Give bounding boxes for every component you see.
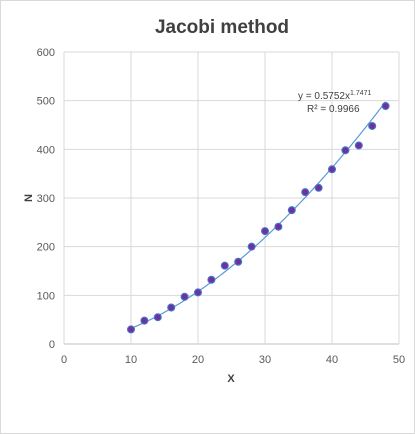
y-tick-label: 600: [37, 47, 55, 59]
data-point: [194, 288, 203, 297]
y-tick-label: 500: [37, 96, 55, 108]
data-point: [301, 188, 310, 197]
x-tick-label: 30: [259, 354, 271, 366]
tick-labels: 0 100 200 300 400 500 600 0 10 20 30 40 50: [37, 47, 405, 366]
equation-main: y = 0.5752x: [298, 91, 350, 102]
data-point: [368, 121, 377, 130]
data-point: [328, 165, 337, 174]
trendline-equation: y = 0.5752x1.7471: [298, 90, 372, 102]
data-point: [140, 316, 149, 325]
data-point: [126, 325, 135, 334]
y-tick-label: 400: [37, 144, 55, 156]
x-tick-label: 50: [393, 354, 405, 366]
data-point: [287, 206, 296, 215]
r-squared-label: R² = 0.9966: [307, 104, 360, 115]
x-tick-label: 40: [326, 354, 338, 366]
chart-title: Jacobi method: [155, 17, 289, 38]
gridlines: [63, 51, 400, 345]
data-point: [234, 257, 243, 266]
trendline: [130, 101, 387, 329]
data-point: [341, 146, 350, 155]
x-axis-title: X: [227, 373, 235, 385]
x-tick-label: 0: [61, 354, 67, 366]
data-point: [167, 303, 176, 312]
y-tick-label: 300: [37, 193, 55, 205]
y-tick-label: 0: [49, 339, 55, 351]
y-tick-label: 100: [37, 290, 55, 302]
x-tick-label: 10: [125, 354, 137, 366]
data-point: [180, 292, 189, 301]
data-point: [354, 141, 363, 150]
data-point: [274, 222, 283, 231]
x-tick-label: 20: [192, 354, 204, 366]
y-tick-label: 200: [37, 242, 55, 254]
data-points: [126, 102, 390, 334]
data-point: [261, 227, 270, 236]
data-point: [247, 242, 256, 251]
equation-exponent: 1.7471: [350, 90, 372, 97]
y-axis-title: N: [23, 194, 35, 202]
data-point: [314, 183, 323, 192]
data-point: [381, 102, 390, 111]
data-point: [220, 261, 229, 270]
data-point: [207, 275, 216, 284]
data-point: [153, 313, 162, 322]
